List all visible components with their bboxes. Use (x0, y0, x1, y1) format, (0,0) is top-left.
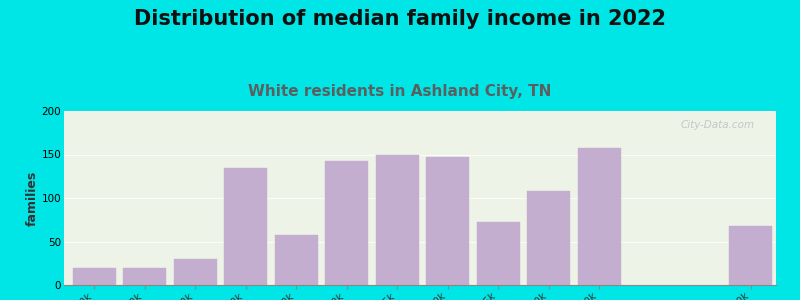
Bar (73, 268, 116, 285)
Bar (527, 191, 570, 285)
Bar (477, 222, 520, 285)
Bar (123, 268, 166, 285)
Text: City-Data.com: City-Data.com (681, 120, 754, 130)
Bar (730, 226, 772, 285)
Bar (326, 160, 368, 285)
Bar (578, 148, 621, 285)
Bar (174, 259, 217, 285)
Bar (275, 235, 318, 285)
Text: Distribution of median family income in 2022: Distribution of median family income in … (134, 9, 666, 29)
Y-axis label: families: families (26, 170, 38, 226)
Bar (426, 157, 470, 285)
Bar (376, 154, 418, 285)
Text: White residents in Ashland City, TN: White residents in Ashland City, TN (248, 84, 552, 99)
Bar (224, 167, 267, 285)
